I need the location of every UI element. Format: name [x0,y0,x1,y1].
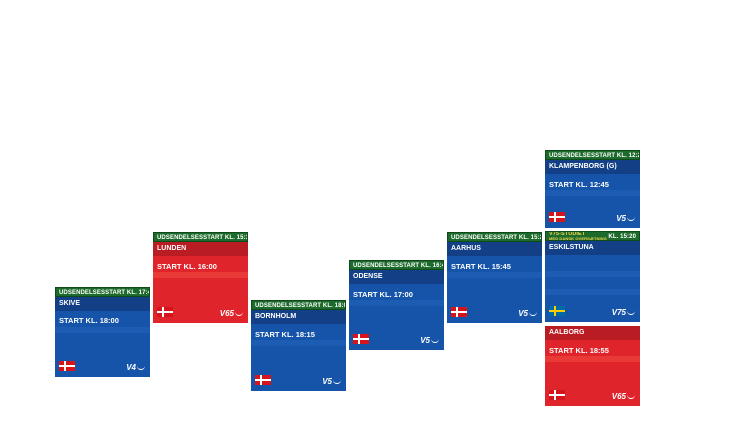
card-bornholm[interactable]: UDSENDELSESSTART KL. 18:00 BORNHOLM STAR… [251,300,346,391]
denmark-flag-icon [549,212,565,222]
denmark-flag-icon [451,307,467,317]
denmark-flag-icon [255,375,271,385]
card-panel: KLAMPENBORG (G) START KL. 12:45 V5 [545,160,640,228]
game-type-label: V5 [518,309,537,318]
card-odense[interactable]: UDSENDELSESSTART KL. 16:40 ODENSE START … [349,260,444,350]
card-eskilstuna[interactable]: V75-STUDIET MED DANSK OVERSÆTNING KL. 15… [545,231,640,322]
game-type-label: V65 [220,309,243,318]
broadcast-badge: UDSENDELSESSTART KL. 17:40 [55,287,150,297]
card-lunden[interactable]: UDSENDELSESSTART KL. 15:30 LUNDEN START … [153,232,248,323]
card-panel: LUNDEN START KL. 16:00 V65 [153,242,248,323]
studio-label: V75-STUDIET [549,231,586,237]
broadcast-badge: UDSENDELSESSTART KL. 18:00 [251,300,346,310]
card-panel: AALBORG START KL. 18:55 V65 [545,326,640,406]
wave-icon [627,395,635,399]
game-type-label: V5 [616,214,635,223]
start-time: START KL. 18:00 [59,316,119,325]
wave-icon [333,380,341,384]
wave-icon [431,339,439,343]
sweden-flag-icon [549,306,565,316]
card-aalborg[interactable]: AALBORG START KL. 18:55 V65 [545,326,640,406]
card-aarhus[interactable]: UDSENDELSESSTART KL. 15:25 AARHUS START … [447,232,542,323]
wave-icon [627,311,635,315]
start-time: START KL. 12:45 [549,180,609,189]
track-name: AALBORG [545,326,640,340]
studio-sublabel: MED DANSK OVERSÆTNING [549,236,607,241]
broadcast-badge: V75-STUDIET MED DANSK OVERSÆTNING KL. 15… [545,231,640,241]
denmark-flag-icon [59,361,75,371]
track-name: ODENSE [349,270,444,284]
broadcast-badge: UDSENDELSESSTART KL. 12:25 [545,150,640,160]
track-name: SKIVE [55,297,150,311]
card-panel: ODENSE START KL. 17:00 V5 [349,270,444,350]
card-skive[interactable]: UDSENDELSESSTART KL. 17:40 SKIVE START K… [55,287,150,377]
game-type-label: V5 [322,377,341,386]
game-type-label: V4 [126,363,145,372]
broadcast-badge: UDSENDELSESSTART KL. 15:25 [447,232,542,242]
broadcast-badge: UDSENDELSESSTART KL. 16:40 [349,260,444,270]
track-name: KLAMPENBORG (G) [545,160,640,174]
start-time: START KL. 17:00 [353,290,413,299]
denmark-flag-icon [353,334,369,344]
game-type-label: V65 [612,392,635,401]
game-type-label: V75 [612,308,635,317]
denmark-flag-icon [549,390,565,400]
card-panel: BORNHOLM START KL. 18:15 V5 [251,310,346,391]
card-panel: AARHUS START KL. 15:45 V5 [447,242,542,323]
broadcast-time: KL. 15:20 [608,234,636,240]
denmark-flag-icon [157,307,173,317]
start-time: START KL. 18:15 [255,330,315,339]
start-time: START KL. 18:55 [549,346,609,355]
start-time: START KL. 16:00 [157,262,217,271]
wave-icon [235,312,243,316]
track-name: ESKILSTUNA [545,241,640,255]
track-name: BORNHOLM [251,310,346,324]
start-time: START KL. 15:45 [451,262,511,271]
card-klampenborg[interactable]: UDSENDELSESSTART KL. 12:25 KLAMPENBORG (… [545,150,640,228]
broadcast-badge: UDSENDELSESSTART KL. 15:30 [153,232,248,242]
wave-icon [627,217,635,221]
card-panel: ESKILSTUNA V75 [545,241,640,322]
track-name: AARHUS [447,242,542,256]
wave-icon [529,312,537,316]
wave-icon [137,366,145,370]
game-type-label: V5 [420,336,439,345]
card-panel: SKIVE START KL. 18:00 V4 [55,297,150,377]
track-name: LUNDEN [153,242,248,256]
